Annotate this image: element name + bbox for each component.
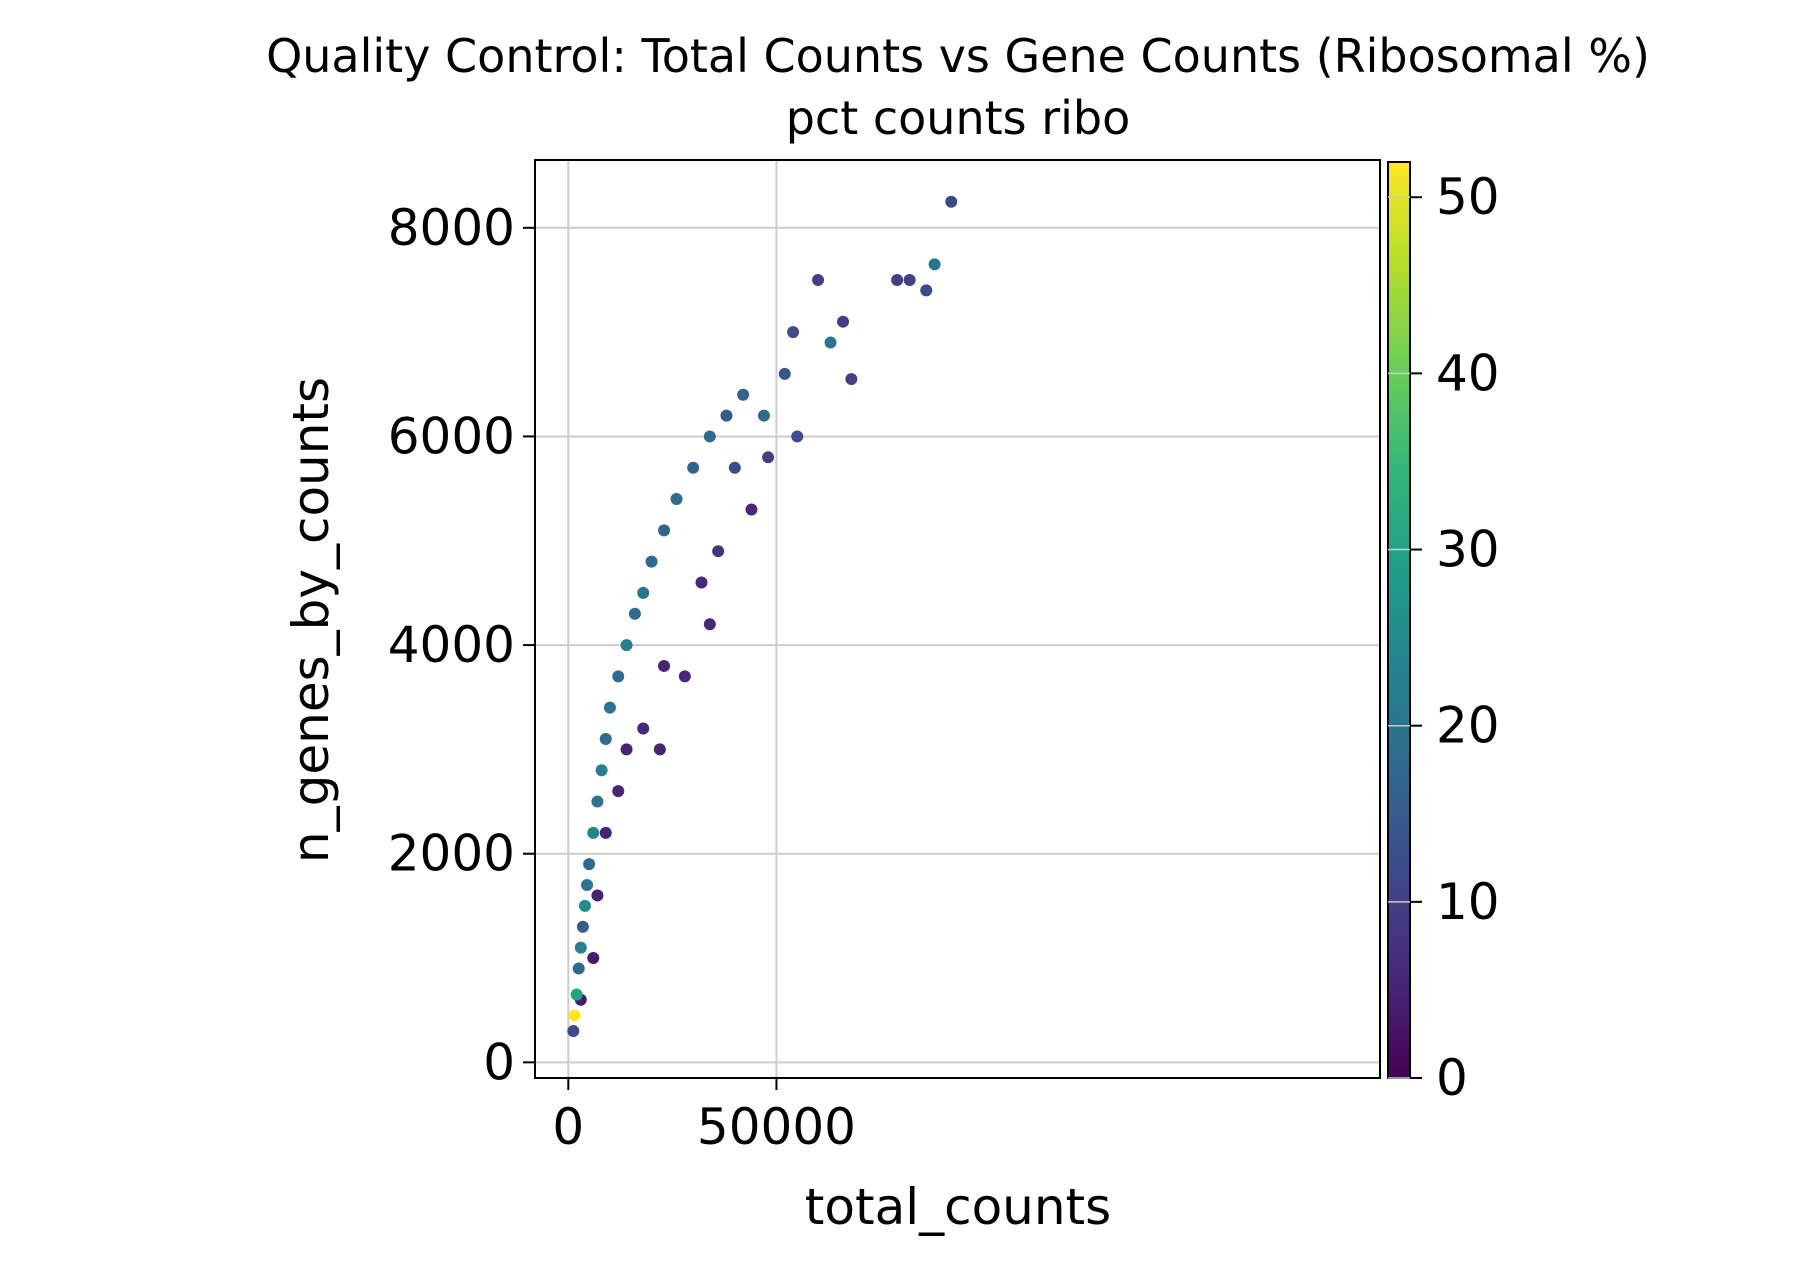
y-axis-label: n_genes_by_counts [282,377,340,863]
data-point [620,743,633,756]
data-point [658,659,671,672]
colorbar-tick-label: 20 [1436,697,1500,755]
data-point [728,461,741,474]
data-point [920,284,933,297]
data-point [620,639,633,652]
x-tick-label: 0 [552,1098,584,1156]
data-point [737,388,750,401]
x-axis-label: total_counts [805,1178,1111,1236]
y-tick-label: 0 [483,1033,515,1091]
data-point [703,618,716,631]
data-point [570,988,583,1001]
data-point [612,785,625,798]
y-tick-label: 4000 [388,616,515,674]
data-point [762,451,775,464]
x-tick-label: 50000 [697,1098,856,1156]
data-point [587,826,600,839]
colorbar-tick-label: 10 [1436,873,1500,931]
data-point [928,258,941,271]
data-point [670,493,683,506]
y-axis-ticks: 0 2000 4000 6000 8000 [388,199,535,1091]
data-point [653,743,666,756]
data-point [837,315,850,328]
colorbar-ticks: 0 10 20 30 40 50 [1388,168,1500,1107]
data-point [891,273,904,286]
data-point [603,701,616,714]
data-point [574,941,587,954]
data-point [720,409,733,422]
grid-lines [535,160,1380,1078]
data-point [712,545,725,558]
data-points [567,195,958,1038]
data-point [778,367,791,380]
y-tick-label: 6000 [388,407,515,465]
data-point [568,1009,581,1022]
colorbar-tick-label: 50 [1436,168,1500,226]
data-point [591,795,604,808]
data-point [824,336,837,349]
data-point [791,430,804,443]
data-point [581,879,594,892]
data-point [587,952,600,965]
data-point [637,586,650,599]
data-point [695,576,708,589]
data-point [591,889,604,902]
data-point [612,670,625,683]
data-point [812,273,825,286]
data-point [583,858,596,871]
data-point [599,826,612,839]
plot-frame [534,159,1381,1079]
chart-subtitle: pct counts ribo [786,91,1131,145]
data-point [567,1025,580,1038]
data-point [599,732,612,745]
data-point [578,899,591,912]
x-axis-ticks: 0 50000 [552,1078,856,1156]
data-point [576,920,589,933]
data-point [787,326,800,339]
data-point [687,461,700,474]
data-point [628,607,641,620]
colorbar-tick-label: 40 [1436,344,1500,402]
data-point [745,503,758,516]
data-point [703,430,716,443]
data-point [845,373,858,386]
data-point [645,555,658,568]
y-tick-label: 2000 [388,825,515,883]
colorbar-tick-label: 30 [1436,521,1500,579]
y-tick-label: 8000 [388,199,515,257]
data-point [757,409,770,422]
data-point [637,722,650,735]
data-point [658,524,671,537]
colorbar [1387,161,1411,1079]
data-point [595,764,608,777]
data-point [678,670,691,683]
data-point [572,962,585,975]
data-point [903,273,916,286]
data-point [945,195,958,208]
chart-title: Quality Control: Total Counts vs Gene Co… [266,29,1650,83]
colorbar-tick-label: 0 [1436,1049,1468,1107]
